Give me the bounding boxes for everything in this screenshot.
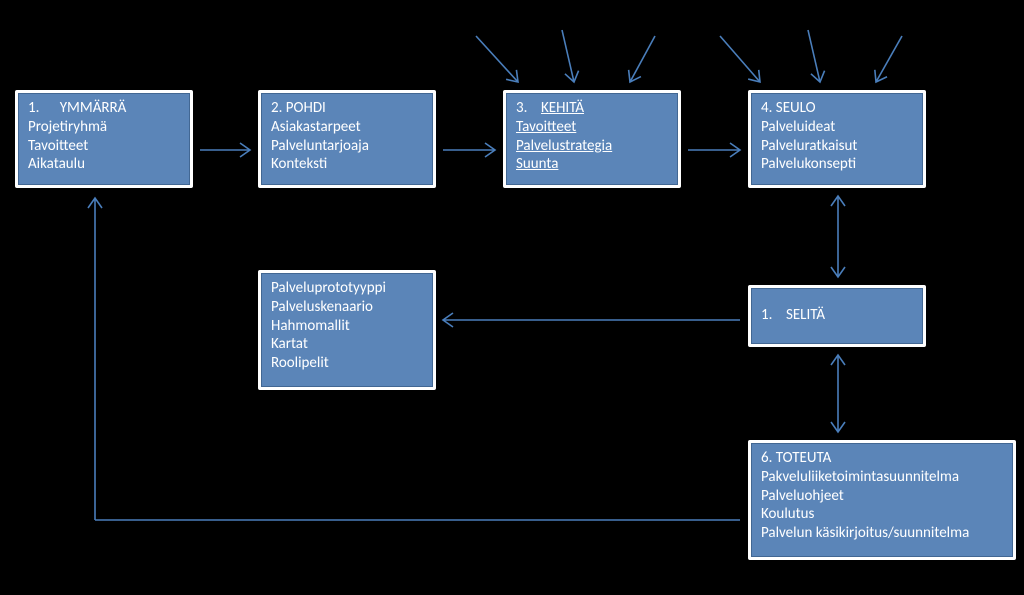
node-title-text: Palveluprototyyppi xyxy=(271,279,386,297)
flow-node-n1: 1. YMMÄRRÄProjetiryhmäTavoitteetAikataul… xyxy=(15,90,193,188)
node-line: Konteksti xyxy=(271,155,423,174)
node-line: Suunta xyxy=(516,155,668,174)
node-title: 1. YMMÄRRÄ xyxy=(28,99,180,118)
node-title-number: 2. xyxy=(271,99,282,117)
node-line: Hahmomallit xyxy=(271,317,423,336)
node-line: Koulutus xyxy=(761,505,1003,524)
node-line: Aikataulu xyxy=(28,155,180,174)
node-line: Asiakastarpeet xyxy=(271,118,423,137)
flow-node-n5: 1. SELITÄ xyxy=(748,285,926,347)
node-title-text: TOTEUTA xyxy=(776,449,832,467)
node-line: Palveluohjeet xyxy=(761,487,1003,506)
node-title-text: POHDI xyxy=(286,99,326,117)
flow-node-n6: PalveluprototyyppiPalveluskenaarioHahmom… xyxy=(258,270,436,390)
node-line: Kartat xyxy=(271,335,423,354)
node-line: Palvelustrategia xyxy=(516,137,668,156)
node-line: Palveluideat xyxy=(761,118,913,137)
node-title-number: 4. xyxy=(761,99,772,117)
node-line: Pakveluliiketoimintasuunnitelma xyxy=(761,468,1003,487)
node-line: Palveluratkaisut xyxy=(761,137,913,156)
node-line: Tavoitteet xyxy=(28,137,180,156)
flow-node-n7: 6. TOTEUTAPakveluliiketoimintasuunnitelm… xyxy=(748,440,1016,560)
node-line: Palvelun käsikirjoitus/suunnitelma xyxy=(761,524,1003,543)
node-title-number: 3. xyxy=(516,99,527,117)
node-line: Palveluskenaario xyxy=(271,298,423,317)
node-line: Tavoitteet xyxy=(516,118,668,137)
node-title: 4. SEULO xyxy=(761,99,913,118)
diagram-stage: 1. YMMÄRRÄProjetiryhmäTavoitteetAikataul… xyxy=(0,0,1024,595)
node-title-number: 1. xyxy=(28,99,39,117)
node-title: 1. SELITÄ xyxy=(761,306,825,325)
node-line: Palveluntarjoaja xyxy=(271,137,423,156)
node-title-text: YMMÄRRÄ xyxy=(60,99,127,117)
node-line: Projetiryhmä xyxy=(28,118,180,137)
flow-node-n2: 2. POHDIAsiakastarpeetPalveluntarjoajaKo… xyxy=(258,90,436,188)
node-title-text: SELITÄ xyxy=(786,306,825,324)
node-title-number: 6. xyxy=(761,449,772,467)
node-title: 3. KEHITÄ xyxy=(516,99,668,118)
node-line: Palvelukonsepti xyxy=(761,155,913,174)
node-title: 2. POHDI xyxy=(271,99,423,118)
node-line: Roolipelit xyxy=(271,354,423,373)
node-title-text: SEULO xyxy=(776,99,816,117)
flow-node-n3: 3. KEHITÄTavoitteetPalvelustrategiaSuunt… xyxy=(503,90,681,188)
node-title: 6. TOTEUTA xyxy=(761,449,1003,468)
node-title: Palveluprototyyppi xyxy=(271,279,423,298)
flow-node-n4: 4. SEULOPalveluideatPalveluratkaisutPalv… xyxy=(748,90,926,188)
node-title-number: 1. xyxy=(761,306,772,324)
node-title-text: KEHITÄ xyxy=(541,99,584,117)
